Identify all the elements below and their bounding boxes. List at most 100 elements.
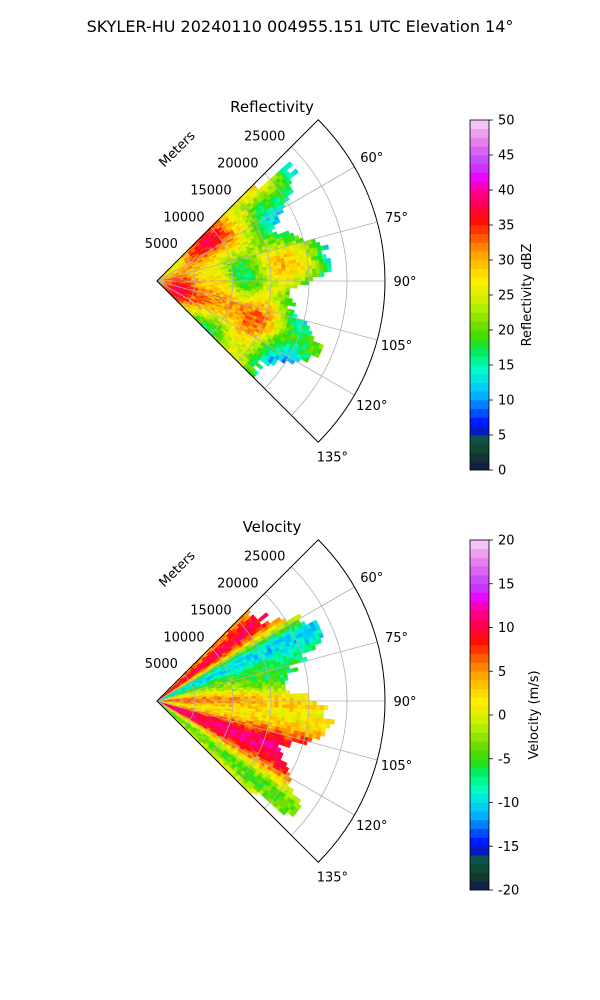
field-cell <box>247 705 253 709</box>
colorbar-tick-label: 30 <box>498 254 515 269</box>
field-cell <box>323 267 328 273</box>
field-cell <box>259 700 264 704</box>
field-cell <box>285 273 291 278</box>
field-cell <box>289 284 294 289</box>
field-cell <box>255 275 260 279</box>
field-cell <box>296 261 301 267</box>
colorbar-cell <box>470 540 489 550</box>
field-cell <box>315 717 320 723</box>
velocity-r-label: Meters <box>157 548 199 590</box>
field-cell <box>259 286 264 290</box>
colorbar-tick-label: 40 <box>498 184 515 199</box>
field-cell <box>326 257 332 264</box>
field-cell <box>304 692 310 698</box>
field-cell <box>327 267 332 273</box>
field-cell <box>263 700 268 705</box>
field-cell <box>243 705 249 709</box>
field-cell <box>297 697 302 702</box>
field-cell <box>281 287 287 292</box>
field-cell <box>285 690 291 695</box>
field-cell <box>278 280 283 285</box>
colorbar-cell <box>470 872 489 882</box>
colorbar-tick-label: 35 <box>498 219 515 234</box>
field-cell <box>300 273 306 278</box>
field-cell <box>266 271 272 276</box>
field-cell <box>293 269 298 275</box>
colorbar-cell <box>470 881 489 891</box>
reflectivity-colorbar-cells <box>470 120 489 471</box>
field-cell <box>262 272 268 276</box>
field-cell <box>297 704 302 709</box>
colorbar-cell <box>470 548 489 558</box>
field-cell <box>270 703 275 708</box>
field-cell <box>285 266 290 272</box>
field-cell <box>259 703 264 707</box>
field-cell <box>259 280 264 284</box>
field-cell <box>304 280 310 286</box>
field-cell <box>274 283 279 288</box>
colorbar-cell <box>470 242 489 252</box>
field-cell <box>292 266 298 271</box>
field-cell <box>247 695 253 699</box>
field-cell <box>315 241 321 248</box>
field-cell <box>315 259 320 265</box>
field-cell <box>274 286 279 291</box>
field-cell <box>322 718 328 724</box>
colorbar-cell <box>470 277 489 287</box>
colorbar-cell <box>470 251 489 261</box>
colorbar-cell <box>470 382 489 392</box>
reflectivity-field <box>156 161 332 379</box>
field-cell <box>281 690 287 695</box>
field-cell <box>296 708 302 713</box>
field-cell <box>297 693 302 698</box>
colorbar-cell <box>470 863 489 873</box>
field-cell <box>262 286 268 290</box>
field-cell <box>296 711 302 717</box>
figure-suptitle: SKYLER-HU 20240110 004955.151 UTC Elevat… <box>87 17 514 36</box>
field-cell <box>282 280 287 285</box>
colorbar-cell <box>470 575 489 585</box>
field-cell <box>301 700 306 706</box>
colorbar-cell <box>470 811 489 821</box>
field-cell <box>255 698 260 702</box>
field-cell <box>274 271 279 276</box>
field-cell <box>308 272 313 278</box>
field-cell <box>281 290 287 295</box>
field-cell <box>266 277 272 282</box>
field-cell <box>251 285 256 289</box>
field-cell <box>274 697 279 702</box>
field-cell <box>266 706 272 711</box>
colorbar-tick-label: 50 <box>498 114 515 129</box>
field-cell <box>232 282 237 286</box>
field-cell <box>301 280 306 286</box>
field-cell <box>319 713 324 719</box>
field-cell <box>288 298 293 303</box>
field-cell <box>255 700 260 704</box>
field-cell <box>284 714 290 719</box>
field-cell <box>282 704 287 708</box>
theta-tick-label: 135° <box>317 450 348 465</box>
field-cell <box>247 275 253 279</box>
field-cell <box>247 703 253 707</box>
colorbar-cell <box>470 400 489 410</box>
field-cell <box>319 263 324 269</box>
colorbar-tick-label: 20 <box>498 324 515 339</box>
field-cell <box>277 290 283 295</box>
field-cell <box>270 280 276 285</box>
field-cell <box>263 697 268 702</box>
field-cell <box>273 290 279 294</box>
colorbar-cell <box>470 645 489 655</box>
field-cell <box>289 266 294 271</box>
theta-tick-label: 120° <box>356 819 387 834</box>
field-cell <box>240 705 245 709</box>
field-cell <box>278 690 283 695</box>
field-cell <box>300 708 306 713</box>
field-cell <box>304 325 311 331</box>
field-cell <box>312 704 317 710</box>
field-cell <box>232 702 237 706</box>
field-cell <box>297 273 302 278</box>
field-cell <box>285 277 291 282</box>
colorbar-cell <box>470 592 489 602</box>
colorbar-cell <box>470 785 489 795</box>
